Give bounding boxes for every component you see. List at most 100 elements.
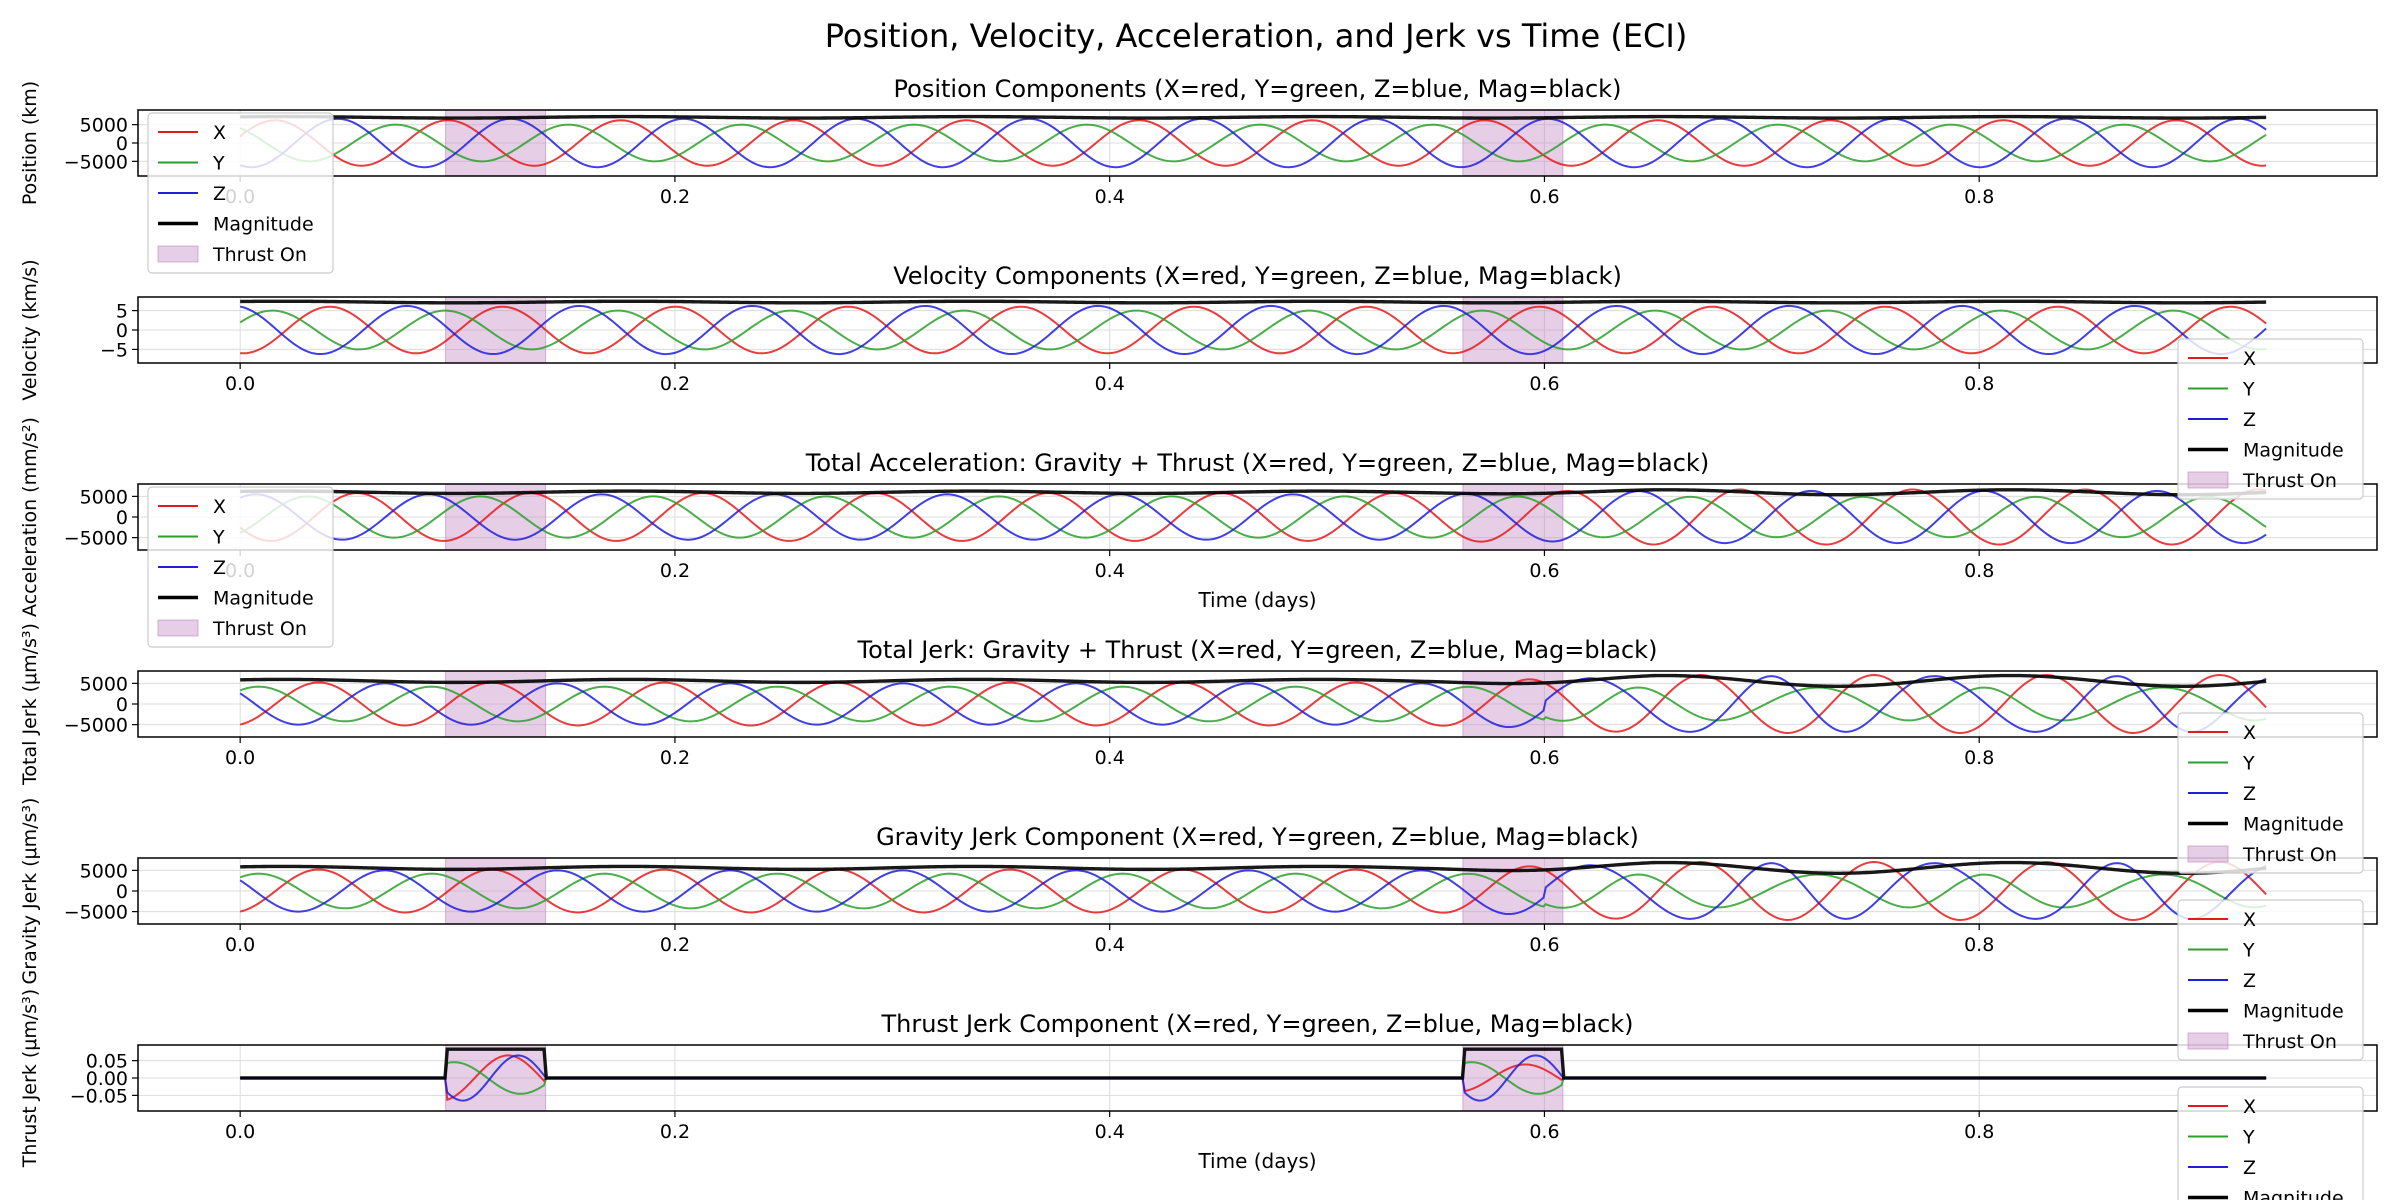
x-tick-label: 0.6 <box>1529 560 1559 582</box>
legend-entry-label: Z <box>2243 409 2256 431</box>
figure-title: Position, Velocity, Acceleration, and Je… <box>825 17 1688 55</box>
y-axis-label: Acceleration (mm/s²) <box>19 417 41 617</box>
y-tick-label: 5000 <box>80 860 128 882</box>
legend-entry-label: X <box>2243 348 2256 370</box>
legend-entry-label: Thrust On <box>2242 470 2337 492</box>
x-tick-label: 0.2 <box>660 560 690 582</box>
legend-entry-label: Magnitude <box>2243 440 2344 462</box>
legend-entry-label: Thrust On <box>212 244 307 266</box>
y-tick-label: 0 <box>116 507 128 529</box>
y-axis-label: Thrust Jerk (μm/s³) <box>19 989 41 1168</box>
x-tick-label: 0.4 <box>1095 747 1125 769</box>
series-line-y <box>239 872 2267 910</box>
legend-entry-label: Z <box>2243 783 2256 805</box>
subplot-title: Thrust Jerk Component (X=red, Y=green, Z… <box>880 1010 1633 1038</box>
legend-entry-label: X <box>2243 909 2256 931</box>
series-line-y <box>239 495 2267 539</box>
subplot-title: Total Acceleration: Gravity + Thrust (X=… <box>805 449 1709 477</box>
subplot-title: Velocity Components (X=red, Y=green, Z=b… <box>893 262 1622 290</box>
series-line-magnitude <box>240 299 2267 305</box>
x-tick-label: 0.2 <box>660 186 690 208</box>
x-axis-label: Time (days) <box>1197 1149 1316 1173</box>
x-tick-label: 0.0 <box>225 373 255 395</box>
y-tick-label: 5000 <box>80 115 128 137</box>
legend-entry-label: Z <box>213 183 226 205</box>
series-line-magnitude <box>240 1047 2267 1080</box>
legend-entry-label: Thrust On <box>2242 844 2337 866</box>
series-line-magnitude <box>240 673 2267 688</box>
y-tick-label: −0.05 <box>70 1085 128 1107</box>
series-line-x <box>239 119 2267 167</box>
legend-entry-label: X <box>213 122 226 144</box>
series-line-y <box>239 309 2267 351</box>
y-tick-label: −5 <box>100 339 128 361</box>
subplot-3: Total Acceleration: Gravity + Thrust (X=… <box>19 417 2378 617</box>
legend-entry-label: Z <box>2243 970 2256 992</box>
x-tick-label: 0.2 <box>660 373 690 395</box>
legend-box <box>147 112 334 274</box>
subplot-2: Velocity Components (X=red, Y=green, Z=b… <box>19 259 2378 401</box>
legend-box <box>2177 338 2364 500</box>
x-tick-label: 0.8 <box>1964 560 1994 582</box>
legend-entry-label: Thrust On <box>212 618 307 640</box>
legend-entry-label: Y <box>212 153 225 175</box>
y-axis-label: Velocity (km/s) <box>19 259 41 400</box>
series-line-x <box>240 305 2267 355</box>
x-tick-label: 0.2 <box>660 747 690 769</box>
x-tick-label: 0.8 <box>1964 373 1994 395</box>
legend-entry-label: Y <box>212 527 225 549</box>
y-axis-label: Total Jerk (μm/s³) <box>19 623 41 786</box>
legend-entry-label: Y <box>2242 753 2255 775</box>
x-tick-label: 0.6 <box>1529 934 1559 956</box>
legend-entry-label: Y <box>2242 1127 2255 1149</box>
y-axis-label: Position (km) <box>19 81 41 205</box>
x-tick-label: 0.0 <box>225 1121 255 1143</box>
legend-swatch-thrust <box>2187 1032 2229 1050</box>
subplot-6: Thrust Jerk Component (X=red, Y=green, Z… <box>19 989 2378 1173</box>
x-tick-label: 0.8 <box>1964 747 1994 769</box>
series-line-z <box>239 862 2267 920</box>
y-tick-label: 0 <box>116 694 128 716</box>
legend-entry-label: X <box>213 496 226 518</box>
legend-box <box>2177 899 2364 1061</box>
y-tick-label: 0 <box>116 133 128 155</box>
x-tick-label: 0.0 <box>225 934 255 956</box>
series-line-magnitude <box>240 860 2267 875</box>
series-line-z <box>239 675 2267 733</box>
x-tick-label: 0.4 <box>1095 373 1125 395</box>
legend-entry-label: Y <box>2242 940 2255 962</box>
series-line-y <box>239 685 2267 723</box>
series-line-magnitude <box>240 114 2267 120</box>
x-tick-label: 0.2 <box>660 934 690 956</box>
x-tick-label: 0.8 <box>1964 1121 1994 1143</box>
y-tick-label: 0 <box>116 320 128 342</box>
legend-entry-label: Thrust On <box>2242 1031 2337 1053</box>
subplot-4: Total Jerk: Gravity + Thrust (X=red, Y=g… <box>19 623 2378 786</box>
y-tick-label: 0 <box>116 881 128 903</box>
subplot-1: Position Components (X=red, Y=green, Z=b… <box>19 75 2378 208</box>
series-line-y <box>239 123 2267 163</box>
x-tick-label: 0.6 <box>1529 373 1559 395</box>
y-tick-label: 0.05 <box>86 1051 128 1073</box>
subplot-title: Position Components (X=red, Y=green, Z=b… <box>894 75 1622 103</box>
subplot-stack: Position Components (X=red, Y=green, Z=b… <box>19 75 2378 1200</box>
legend-box <box>2177 712 2364 874</box>
x-tick-label: 0.4 <box>1095 186 1125 208</box>
x-tick-label: 0.8 <box>1964 186 1994 208</box>
series-line-magnitude <box>240 488 2267 497</box>
subplot-5: Gravity Jerk Component (X=red, Y=green, … <box>19 798 2378 984</box>
x-tick-label: 0.6 <box>1529 1121 1559 1143</box>
legend-entry-label: Z <box>213 557 226 579</box>
y-tick-label: −5000 <box>64 528 128 550</box>
x-tick-label: 0.4 <box>1095 934 1125 956</box>
legend-entry-label: Magnitude <box>2243 1188 2344 1200</box>
y-tick-label: −5000 <box>64 715 128 737</box>
series-line-z <box>239 117 2267 169</box>
